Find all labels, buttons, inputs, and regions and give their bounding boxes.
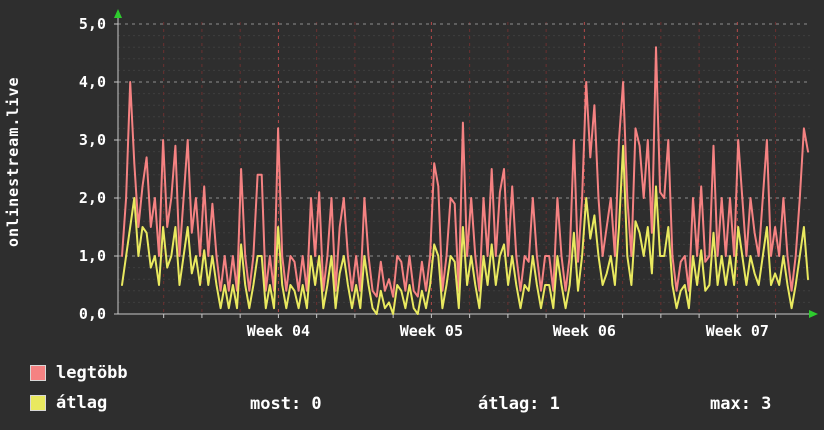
arrow-up-icon (114, 9, 122, 18)
y-tick-label: 0,0 (78, 305, 106, 323)
legend-swatch-avg (30, 395, 46, 411)
x-tick-label: Week 06 (552, 322, 616, 340)
x-tick-label: Week 04 (246, 322, 311, 340)
legend-swatch-max (30, 365, 46, 381)
chart-plot (114, 9, 818, 318)
y-tick-label: 4,0 (78, 73, 106, 91)
max-series-line (121, 46, 809, 298)
x-tick-label: Week 05 (399, 322, 463, 340)
avg-series-line (121, 144, 809, 315)
y-tick-label: 5,0 (78, 15, 106, 33)
graph-title-vertical: onlinestream.live (4, 76, 22, 248)
legend-row-max: legtöbb (30, 363, 128, 383)
y-tick-label: 2,0 (78, 189, 106, 207)
stat-now: most: 0 (250, 394, 322, 414)
legend-label-avg: átlag (56, 393, 108, 413)
stat-max: max: 3 (710, 394, 772, 414)
legend-label-max: legtöbb (56, 363, 128, 383)
y-tick-label: 3,0 (78, 131, 106, 149)
stat-avg: átlag: 1 (478, 394, 560, 414)
plot-area (112, 8, 820, 332)
x-tick-label: Week 07 (705, 322, 769, 340)
arrow-right-icon (809, 310, 818, 318)
legend-row-avg: átlag (30, 393, 108, 413)
y-tick-label: 1,0 (78, 247, 106, 265)
